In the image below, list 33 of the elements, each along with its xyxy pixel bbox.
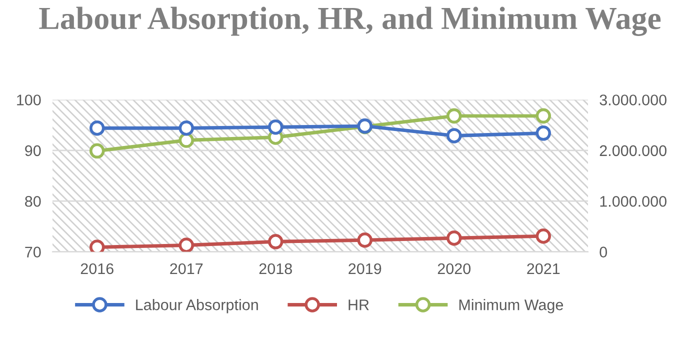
point (89, 143, 105, 159)
legend-label: Labour Absorption (136, 299, 258, 314)
point (268, 234, 284, 250)
point (357, 232, 373, 248)
point (536, 228, 552, 244)
point (446, 128, 462, 144)
x-tick-label: 2018 (259, 263, 292, 274)
y-tick-label: 90 (25, 145, 41, 156)
point (536, 126, 552, 141)
point (268, 119, 284, 135)
chart-title: Labour Absorption, HR, and Minimum Wage (39, 6, 661, 36)
y-tick-label: 70 (25, 246, 41, 258)
y-tick-label: 100 (17, 94, 41, 106)
point (178, 120, 194, 136)
point (536, 108, 552, 124)
point (178, 132, 194, 148)
point (178, 238, 194, 252)
x-tick-label: 2019 (348, 263, 382, 274)
y-tick-label: 80 (25, 196, 41, 207)
y2-tick-label: 0 (600, 246, 608, 258)
y2-tick-label: 2.000.000 (600, 145, 666, 156)
x-tick-label: 2020 (438, 263, 471, 274)
legend-label: HR (348, 300, 369, 310)
point (89, 240, 105, 252)
x-tick-label: 2021 (527, 263, 560, 274)
x-tick-label: 2017 (170, 263, 203, 274)
y2-tick-label: 3.000.000 (600, 94, 666, 106)
x-tick-label: 2016 (80, 263, 114, 274)
point (446, 108, 462, 124)
y2-tick-label: 1.000.000 (600, 196, 666, 207)
point (446, 230, 462, 246)
point (89, 120, 105, 136)
legend-label: Minimum Wage (459, 299, 564, 314)
